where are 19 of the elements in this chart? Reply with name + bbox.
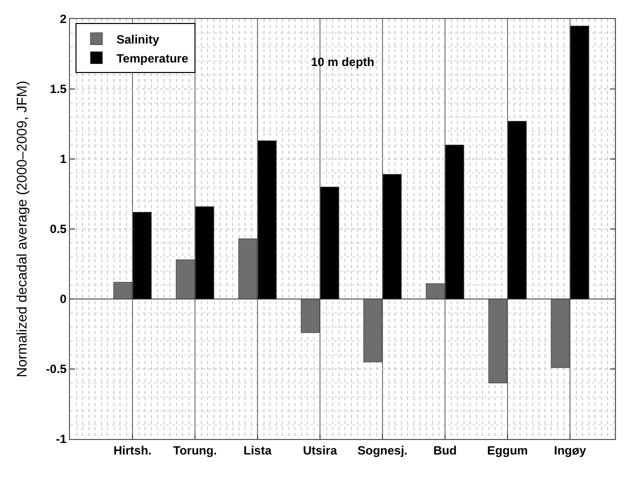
y-axis-title: Normalized decadal average (2000–2009, JFM)	[14, 80, 30, 378]
y-tick-label: 1.5	[50, 82, 67, 96]
y-tick-label: 1	[60, 152, 67, 166]
x-tick-label: Bud	[433, 443, 457, 458]
y-tick-label: -0.5	[46, 362, 67, 376]
y-tick-label: 2	[60, 12, 67, 26]
y-tick-label: -1	[56, 432, 67, 446]
legend-label: Salinity	[116, 32, 160, 46]
y-tick-label: 0.5	[50, 222, 67, 236]
x-tick-label: Torung.	[173, 443, 217, 458]
annotation: 10 m depth	[311, 55, 374, 69]
x-tick-label: Eggum	[487, 443, 528, 458]
x-tick-label: Sognesj.	[357, 443, 408, 458]
y-tick-label: 0	[60, 292, 67, 306]
x-tick-label: Hirtsh.	[113, 443, 152, 458]
x-tick-label: Lista	[243, 443, 272, 458]
legend-label: Temperature	[116, 51, 189, 66]
x-tick-label: Utsira	[302, 443, 338, 458]
x-tick-label: Ingøy	[554, 443, 586, 458]
